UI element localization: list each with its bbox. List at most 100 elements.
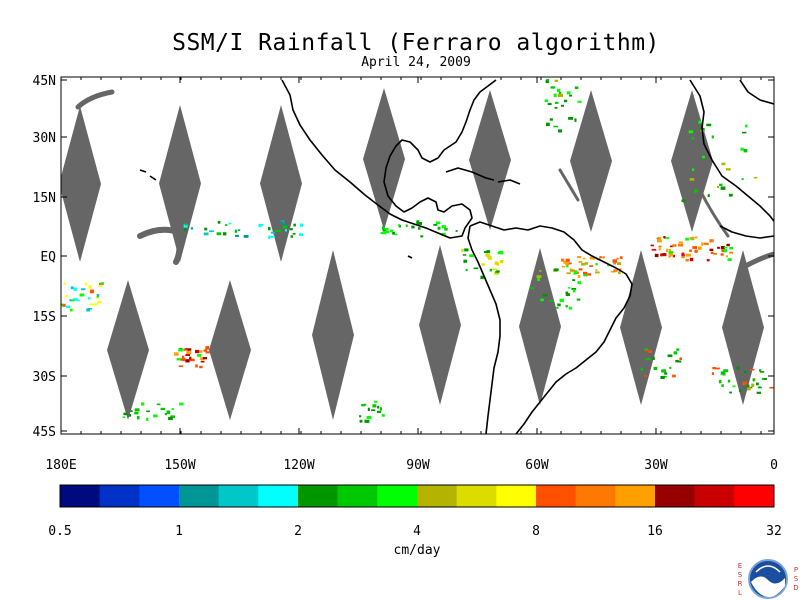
rain-speck — [577, 100, 582, 103]
rain-speck — [494, 271, 500, 274]
rain-speck — [618, 272, 621, 275]
rain-speck — [617, 262, 621, 265]
rain-speck — [384, 227, 389, 231]
rain-speck — [270, 235, 275, 238]
rain-speck — [494, 272, 499, 275]
rain-speck — [359, 415, 362, 418]
rain-speck — [726, 243, 730, 247]
rain-speck — [546, 122, 550, 127]
rain-speck — [260, 224, 264, 226]
rain-speck — [292, 233, 296, 235]
rain-speck — [664, 237, 669, 239]
rain-speck — [720, 253, 724, 256]
rain-speck — [217, 220, 221, 224]
rain-speck — [464, 248, 469, 252]
rain-speck — [372, 404, 377, 408]
rain-speck — [558, 129, 563, 133]
rain-speck — [648, 350, 652, 353]
rain-speck — [595, 271, 600, 274]
rain-speck — [377, 405, 380, 409]
rain-speck — [130, 410, 133, 412]
rain-speck — [560, 258, 565, 262]
map-axes: 45N 30N 15N EQ 15S 30S 45S 180E 150W 120W 90W 60W 30… — [33, 74, 778, 473]
rain-speck — [703, 242, 709, 246]
rain-speck — [199, 365, 203, 369]
rain-speck — [658, 247, 661, 251]
rain-speck — [483, 251, 489, 253]
rain-speck — [554, 101, 559, 104]
coastline-americas-north — [281, 79, 497, 239]
rain-speck — [136, 415, 140, 420]
rain-speck — [723, 249, 728, 253]
map-background — [61, 77, 774, 434]
rain-speck — [663, 236, 666, 239]
lon-label: 150W — [164, 458, 195, 473]
rain-speck — [582, 257, 586, 260]
rain-speck — [198, 350, 203, 353]
colorbar-tick-label: 8 — [532, 524, 540, 539]
rain-speck — [486, 253, 490, 257]
rain-speck — [672, 374, 676, 378]
orbit-trace — [698, 188, 730, 238]
rain-speck — [61, 303, 63, 307]
rain-speck — [653, 366, 658, 370]
rain-speck — [282, 225, 288, 229]
rain-speck — [224, 224, 228, 226]
missing-swath — [570, 90, 612, 232]
rain-speck — [652, 356, 655, 360]
rain-speck — [176, 358, 182, 361]
rain-speck — [284, 229, 287, 232]
rain-speck — [747, 387, 751, 391]
rain-speck — [746, 384, 750, 388]
rain-speck — [417, 227, 421, 230]
rain-speck — [280, 221, 284, 225]
rain-speck — [650, 244, 654, 247]
rain-speck — [489, 268, 493, 272]
colorbar-swatch — [60, 485, 100, 507]
rain-speck — [676, 360, 682, 363]
missing-swath — [209, 280, 251, 420]
rain-speck — [359, 419, 363, 423]
coastline-africa-gulf — [719, 225, 774, 239]
rain-speck — [589, 265, 594, 267]
rain-speck — [203, 232, 209, 236]
rain-speck — [595, 262, 598, 266]
rain-speck — [237, 229, 241, 231]
rain-speck — [556, 306, 559, 309]
rain-speck — [183, 348, 186, 351]
rain-speck — [411, 225, 415, 229]
colorbar-swatch — [456, 485, 497, 507]
rain-speck — [668, 249, 672, 253]
rain-speck — [574, 270, 578, 274]
rain-speck — [651, 248, 657, 251]
rain-speck — [204, 227, 208, 231]
rain-speck — [738, 388, 742, 392]
rain-speck — [164, 413, 168, 416]
rain-speck — [499, 260, 504, 264]
rain-speck — [689, 257, 694, 262]
rain-speck — [473, 267, 479, 270]
rain-speck — [673, 351, 678, 355]
colorbar-swatch — [258, 485, 299, 507]
rain-speck — [536, 275, 542, 278]
rain-speck — [728, 379, 731, 383]
lon-label: 30W — [644, 458, 668, 473]
colorbar-tick-label: 2 — [294, 524, 302, 539]
colorbar-swatch — [377, 485, 418, 507]
colorbar-frame — [59, 484, 775, 508]
rain-speck — [670, 245, 674, 248]
rain-speck — [153, 414, 158, 418]
rain-speck — [752, 378, 755, 382]
rain-speck — [174, 352, 179, 356]
rain-speck — [619, 256, 623, 259]
rain-speck — [197, 353, 202, 357]
rain-speck — [537, 277, 540, 281]
rain-speck — [569, 268, 573, 272]
rain-speck — [95, 296, 99, 299]
rain-speck — [668, 255, 671, 258]
rain-speck — [569, 94, 573, 97]
rain-speck — [383, 230, 387, 235]
colorbar-tick-label: 16 — [647, 524, 663, 539]
rain-speck — [79, 293, 85, 297]
